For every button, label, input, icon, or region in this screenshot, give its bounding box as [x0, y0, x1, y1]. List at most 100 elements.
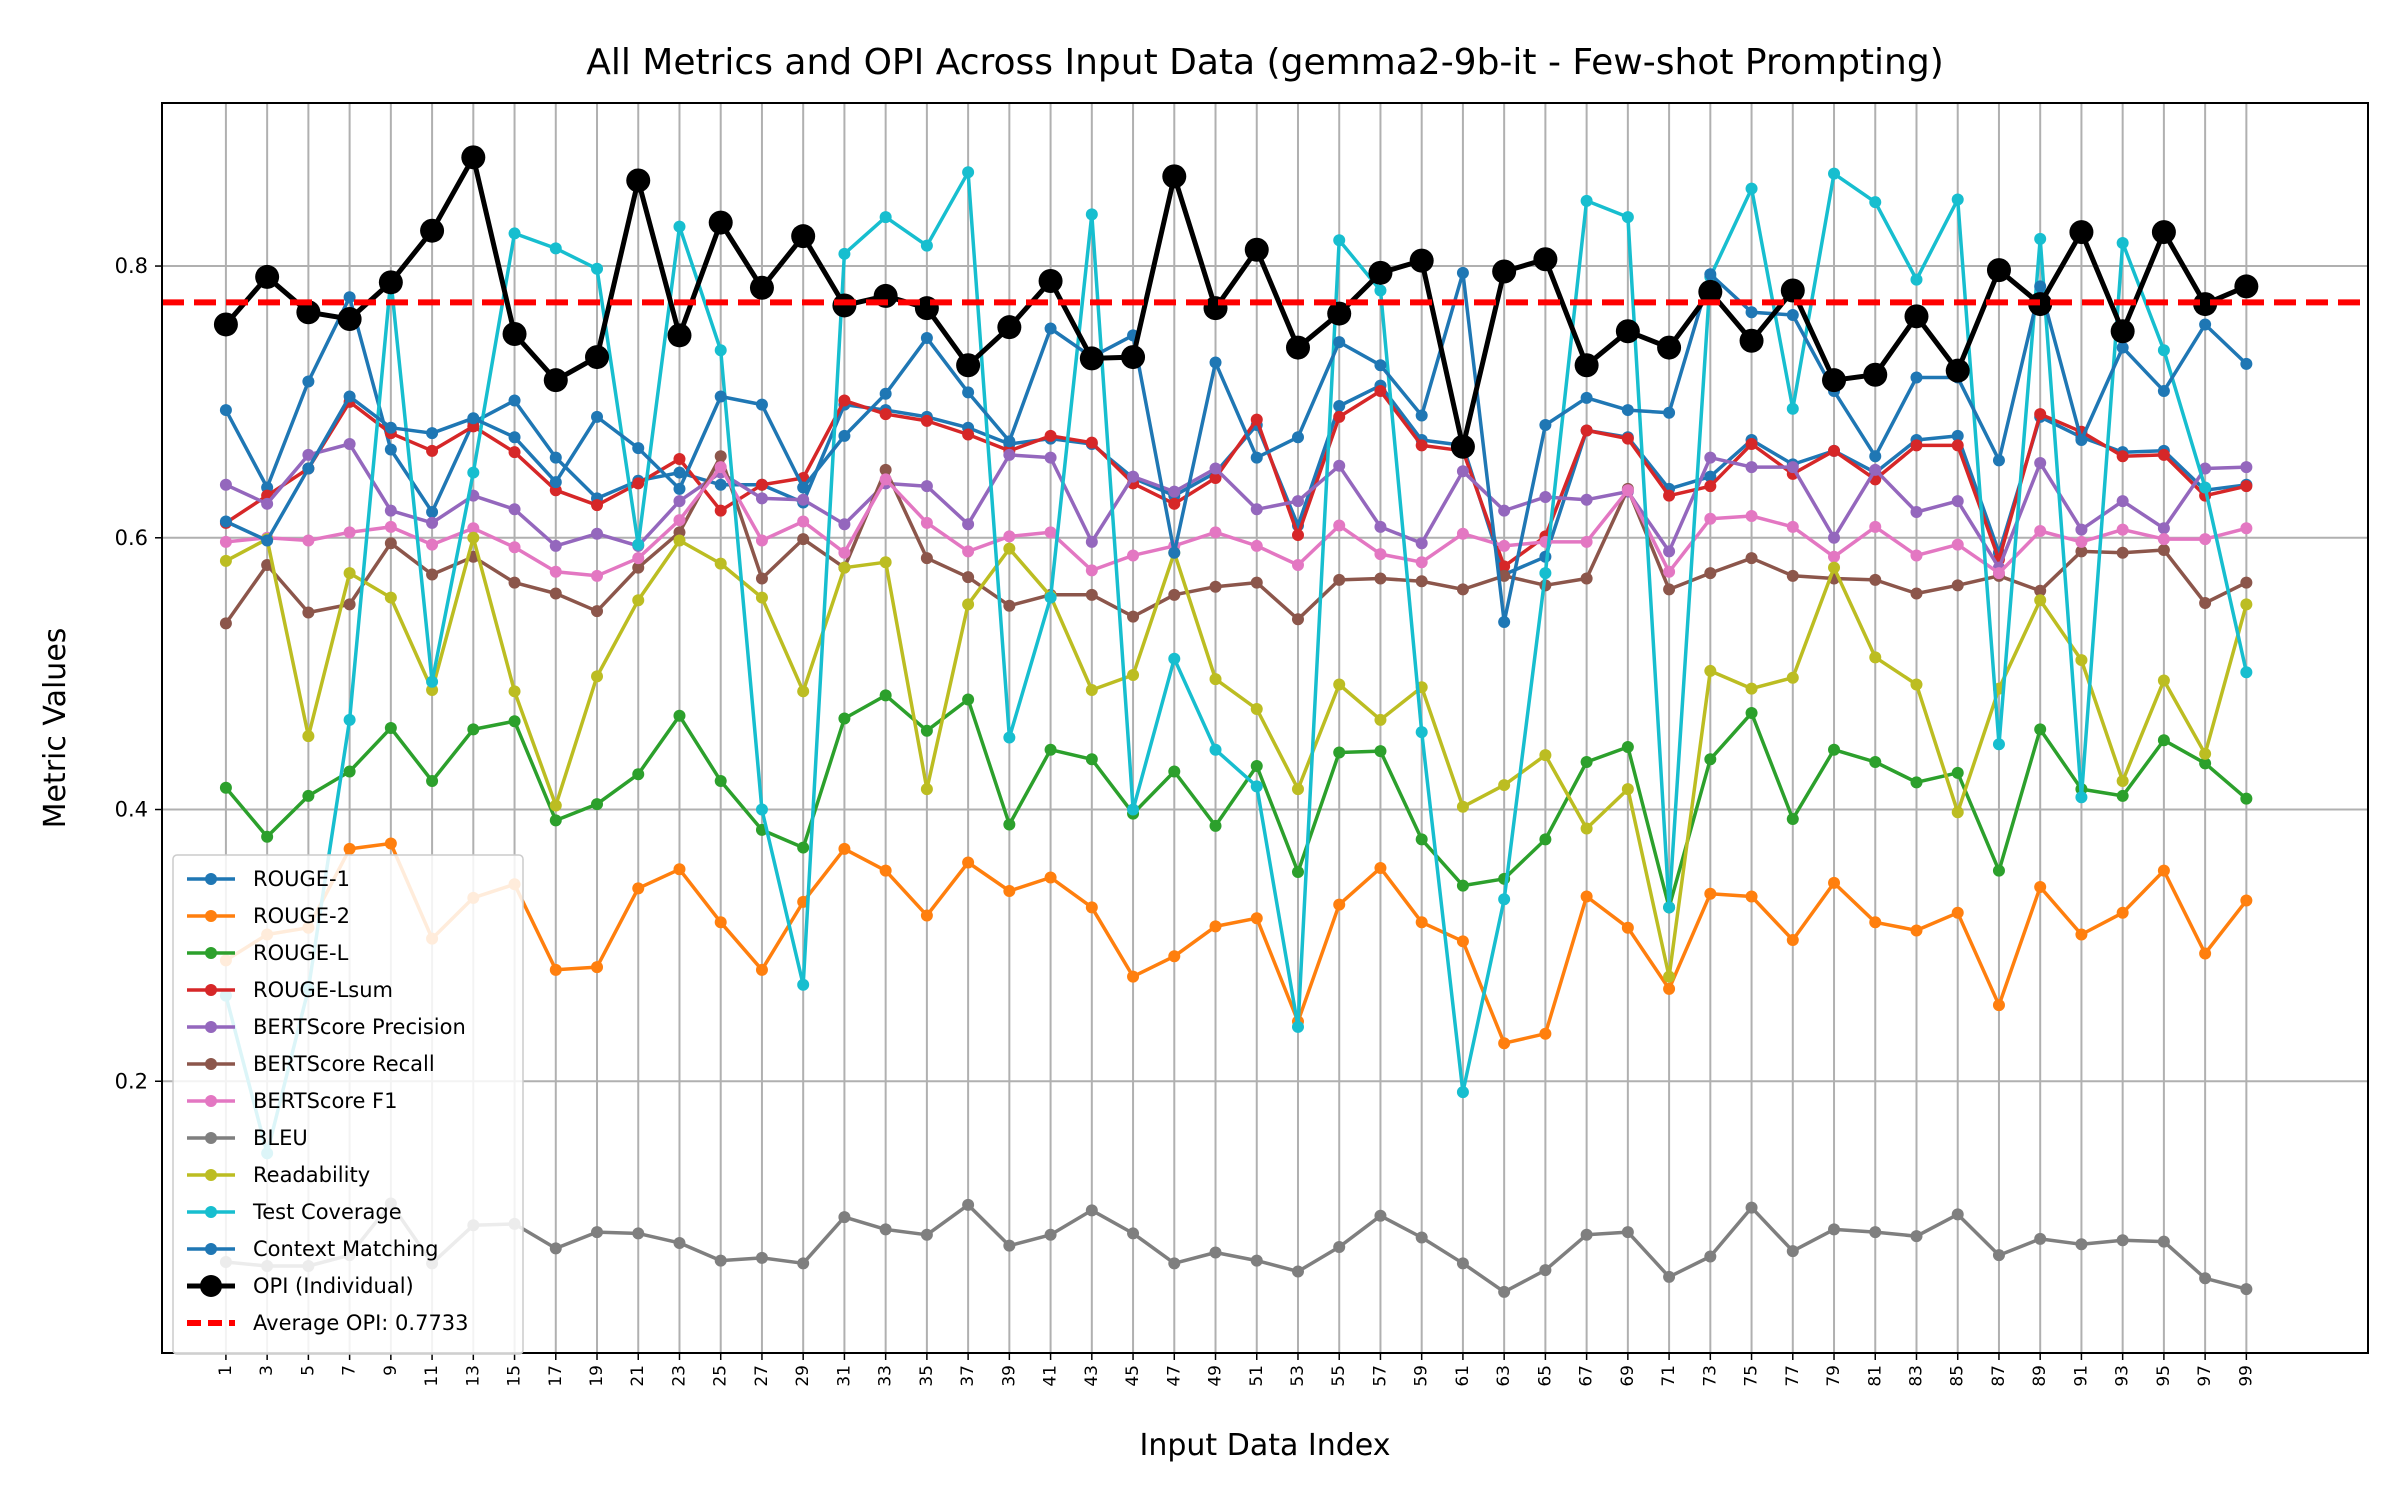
data-point — [2116, 450, 2129, 463]
data-point — [219, 404, 232, 417]
data-point — [1409, 248, 1434, 273]
data-point — [1910, 273, 1923, 286]
data-point — [2028, 292, 2053, 317]
data-point — [2034, 232, 2047, 245]
data-point — [1498, 504, 1511, 517]
data-point — [1291, 1265, 1304, 1278]
data-point — [2199, 757, 2212, 770]
x-tick-label: 55 — [1329, 1365, 1349, 1387]
data-point — [1415, 575, 1428, 588]
data-point — [255, 264, 280, 289]
data-point — [1580, 391, 1593, 404]
series-line — [224, 454, 2248, 625]
data-point — [1704, 268, 1717, 281]
data-point — [1374, 861, 1387, 874]
data-point — [2199, 747, 2212, 760]
data-point — [1951, 439, 1964, 452]
data-point — [2034, 880, 2047, 893]
data-point — [1869, 573, 1882, 586]
data-point — [2110, 319, 2135, 344]
data-point — [1992, 999, 2005, 1012]
data-point — [632, 882, 645, 895]
y-tick-label: 0.8 — [115, 254, 148, 278]
y-tick-label: 0.2 — [115, 1069, 148, 1093]
data-point — [1168, 652, 1181, 665]
data-point — [879, 556, 892, 569]
legend-label: ROUGE-L — [253, 941, 349, 965]
data-point — [2034, 408, 2047, 421]
data-point — [1828, 531, 1841, 544]
data-point — [2240, 522, 2253, 535]
data-point — [1415, 1231, 1428, 1244]
data-point — [1003, 731, 1016, 744]
data-point — [1663, 406, 1676, 419]
x-tick-label: 3 — [257, 1365, 277, 1376]
data-point — [1291, 613, 1304, 626]
data-point — [384, 722, 397, 734]
data-point — [1621, 484, 1634, 497]
data-point — [426, 505, 439, 518]
legend: ROUGE-1 ROUGE-2 ROUGE-L ROUGE-Lsum BERTScore… — [172, 854, 524, 1355]
data-point — [1574, 353, 1599, 378]
data-point — [1745, 682, 1758, 695]
data-point — [2034, 280, 2047, 293]
data-point — [1869, 450, 1882, 463]
data-point — [1085, 535, 1098, 548]
data-point — [508, 541, 521, 554]
data-point — [1539, 491, 1552, 504]
data-point — [1992, 864, 2005, 877]
data-point — [1209, 673, 1222, 686]
data-point — [508, 503, 521, 516]
data-point — [1910, 678, 1923, 691]
data-point — [343, 842, 356, 855]
legend-item: ROUGE-1 — [187, 867, 350, 891]
data-point — [920, 783, 933, 796]
x-tick-label: 11 — [422, 1365, 442, 1387]
x-tick-label: 93 — [2113, 1365, 2133, 1387]
data-point — [632, 1227, 645, 1240]
plot-frame — [161, 102, 2369, 1354]
data-point — [1044, 451, 1057, 464]
data-point — [467, 466, 480, 479]
x-tick-label: 31 — [834, 1365, 854, 1387]
data-point — [714, 344, 727, 357]
data-point — [1209, 819, 1222, 832]
data-point — [1450, 434, 1475, 459]
data-point — [1498, 569, 1511, 582]
data-point — [708, 210, 733, 235]
series-test-coverage — [219, 166, 2253, 1160]
data-point — [1085, 901, 1098, 914]
data-point — [2034, 457, 2047, 470]
data-point — [1209, 356, 1222, 369]
data-point — [2116, 341, 2129, 354]
data-point — [378, 270, 403, 295]
data-point — [1003, 818, 1016, 831]
data-point — [997, 315, 1022, 340]
data-point — [2157, 674, 2170, 687]
data-point — [1539, 749, 1552, 762]
data-point — [1910, 1230, 1923, 1243]
data-point — [879, 1223, 892, 1236]
data-point — [2075, 433, 2088, 446]
data-point — [2116, 789, 2129, 802]
data-point — [920, 1228, 933, 1241]
data-point — [1250, 413, 1263, 426]
data-point — [1085, 753, 1098, 766]
x-tick-label: 7 — [340, 1365, 360, 1376]
data-point — [1209, 462, 1222, 475]
legend-marker — [205, 1095, 217, 1107]
x-tick-label: 63 — [1494, 1365, 1514, 1387]
data-point — [302, 462, 315, 475]
legend-box — [172, 854, 524, 1355]
data-point — [1745, 438, 1758, 451]
data-point — [714, 450, 727, 463]
data-point — [1127, 549, 1140, 562]
legend-marker — [205, 947, 217, 959]
data-point — [838, 429, 851, 442]
x-tick-label: 53 — [1288, 1365, 1308, 1387]
data-point — [920, 239, 933, 252]
data-point — [2116, 236, 2129, 249]
series-context-matching — [219, 266, 2253, 629]
data-point — [1663, 901, 1676, 914]
data-point — [1910, 505, 1923, 518]
